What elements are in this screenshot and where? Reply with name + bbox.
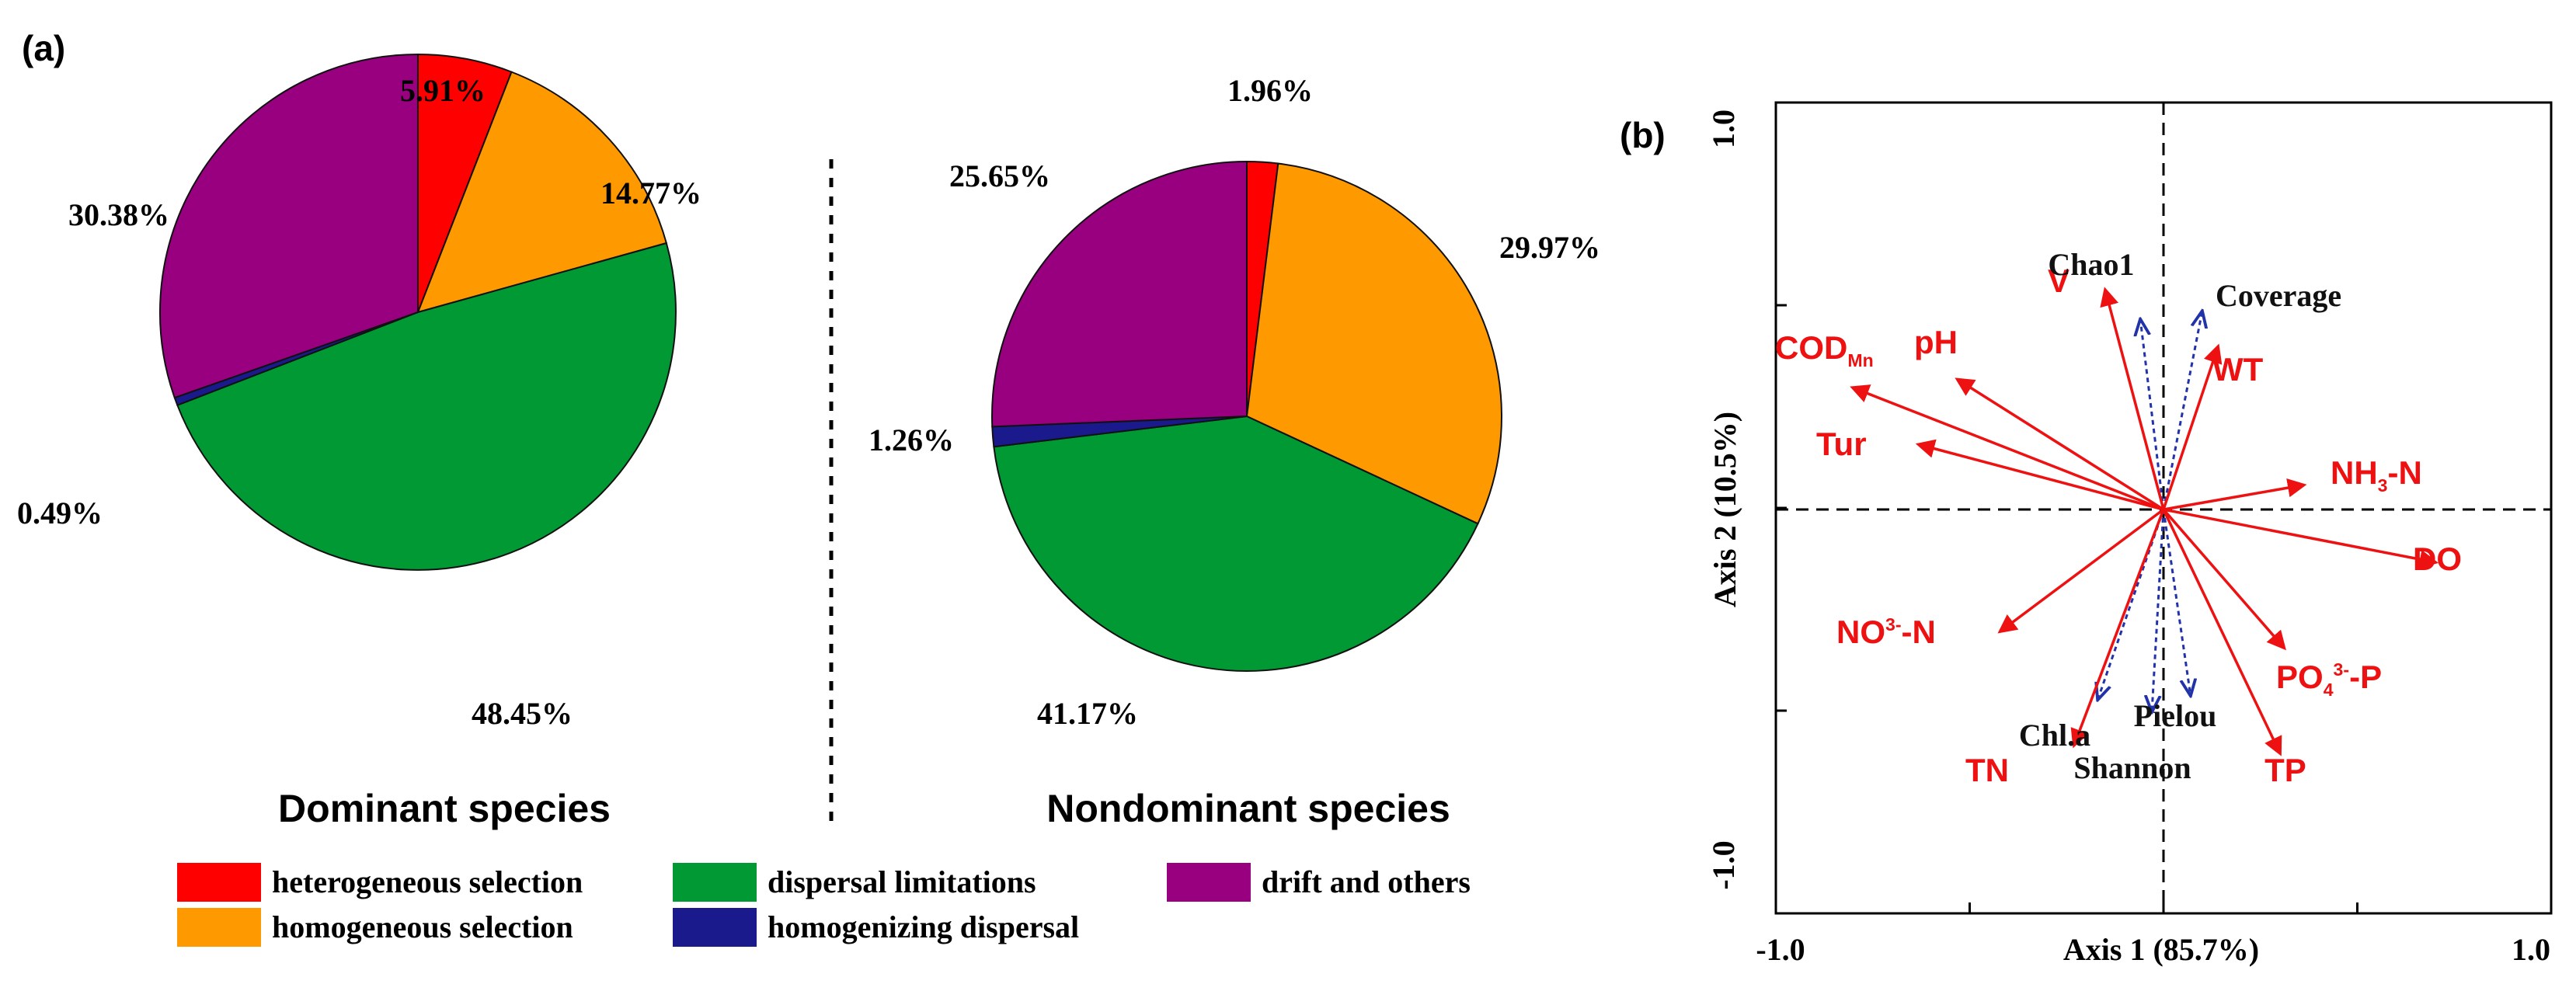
vector-label: V: [2048, 263, 2070, 299]
pie-slice-dispersal-limitations: [176, 242, 677, 571]
vector-label: NH3-N: [2331, 454, 2422, 496]
pie-slice-heterogeneous-selection: [417, 53, 513, 313]
panel-a-label: (a): [22, 28, 65, 68]
x-tick-label: 1.0: [2512, 932, 2550, 967]
pie-dominant: 5.91% 14.77% 48.45% 0.49% 30.38%: [17, 53, 701, 731]
biplot: -1.0 1.0 1.0 -1.0 Axis 1 (85.7%) Axis 2 (10.5…: [1706, 101, 2553, 967]
env-vector-tur: [1915, 439, 2164, 511]
diversity-vector-shannon: [2152, 509, 2165, 712]
legend-swatch-heterogeneous-selection: [177, 863, 261, 902]
y-axis-label: Axis 2 (10.5%): [1707, 412, 1742, 607]
pie-nondominant: 1.96% 29.97% 41.17% 1.26% 25.65%: [869, 73, 1600, 731]
pie-data-label: 14.77%: [600, 176, 701, 210]
vector-label: pH: [1914, 324, 1958, 360]
env-vector-no3n: [1997, 508, 2165, 634]
legend-label: heterogeneous selection: [272, 864, 583, 899]
vector-label: Coverage: [2216, 278, 2341, 313]
vector-label: Pielou: [2134, 698, 2217, 733]
vector-label: Chl.a: [2019, 718, 2090, 753]
diversity-vector-pielou: [2162, 509, 2191, 696]
pie-slice-dispersal-limitations: [993, 415, 1479, 672]
pie-data-label: 29.97%: [1499, 230, 1600, 265]
vector-label: Chao1: [2048, 247, 2134, 282]
diversity-vector-chao1: [2140, 319, 2165, 510]
pie-slice-drift-and-others: [159, 53, 419, 399]
legend-label: homogeneous selection: [272, 909, 573, 944]
y-tick-label: -1.0: [1706, 840, 1741, 889]
env-vector-po43p: [2162, 508, 2286, 651]
env-vector-tn: [2070, 509, 2165, 749]
vector-label: DO: [2413, 541, 2462, 577]
vector-label: PO43--P: [2276, 659, 2382, 700]
legend: heterogeneous selection homogeneous selec…: [177, 863, 1471, 947]
pie-slice-homogeneous-selection: [1245, 162, 1502, 525]
pie-data-label: 0.49%: [17, 496, 103, 530]
vector-label: Tur: [1816, 426, 1867, 462]
pie-data-label: 1.96%: [1227, 73, 1313, 108]
env-vector-v: [2100, 287, 2165, 510]
x-tick-label: -1.0: [1756, 932, 1805, 967]
pie-data-label: 25.65%: [949, 158, 1050, 193]
legend-swatch-homogenizing-dispersal: [673, 908, 757, 947]
pie-slice-homogeneous-selection: [416, 71, 668, 314]
vector-label: WT: [2212, 351, 2264, 388]
vector-label: CODMn: [1775, 329, 1874, 370]
pie-data-label: 1.26%: [869, 423, 954, 457]
panel-b-label: (b): [1620, 115, 1666, 155]
pie-slice-drift-and-others: [991, 160, 1248, 428]
pie-dominant-title: Dominant species: [278, 787, 611, 830]
env-vector-do: [2163, 508, 2439, 569]
pie-nondominant-title: Nondominant species: [1046, 787, 1450, 830]
y-tick-label: 1.0: [1706, 110, 1741, 148]
vector-label: TN: [1965, 752, 2009, 788]
env-vector-ph: [1955, 377, 2164, 511]
vector-label: NO3--N: [1836, 614, 1936, 650]
legend-label: dispersal limitations: [768, 864, 1036, 899]
x-axis-label: Axis 1 (85.7%): [2063, 932, 2259, 967]
pie-data-label: 41.17%: [1037, 696, 1138, 731]
env-vector-wt: [2162, 343, 2223, 510]
legend-label: drift and others: [1262, 864, 1471, 899]
pie-data-label: 5.91%: [400, 73, 486, 108]
legend-swatch-homogeneous-selection: [177, 908, 261, 947]
legend-swatch-drift-and-others: [1167, 863, 1251, 902]
pie-data-label: 30.38%: [68, 197, 169, 232]
vector-label: Shannon: [2073, 750, 2191, 785]
env-vector-nh3n: [2163, 478, 2307, 511]
env-vector-codmn: [1850, 384, 2164, 511]
vector-label: TP: [2264, 752, 2306, 788]
legend-swatch-dispersal-limitations: [673, 863, 757, 902]
env-vector-tp: [2162, 509, 2282, 756]
pie-data-label: 48.45%: [472, 696, 573, 731]
legend-label: homogenizing dispersal: [768, 909, 1079, 944]
